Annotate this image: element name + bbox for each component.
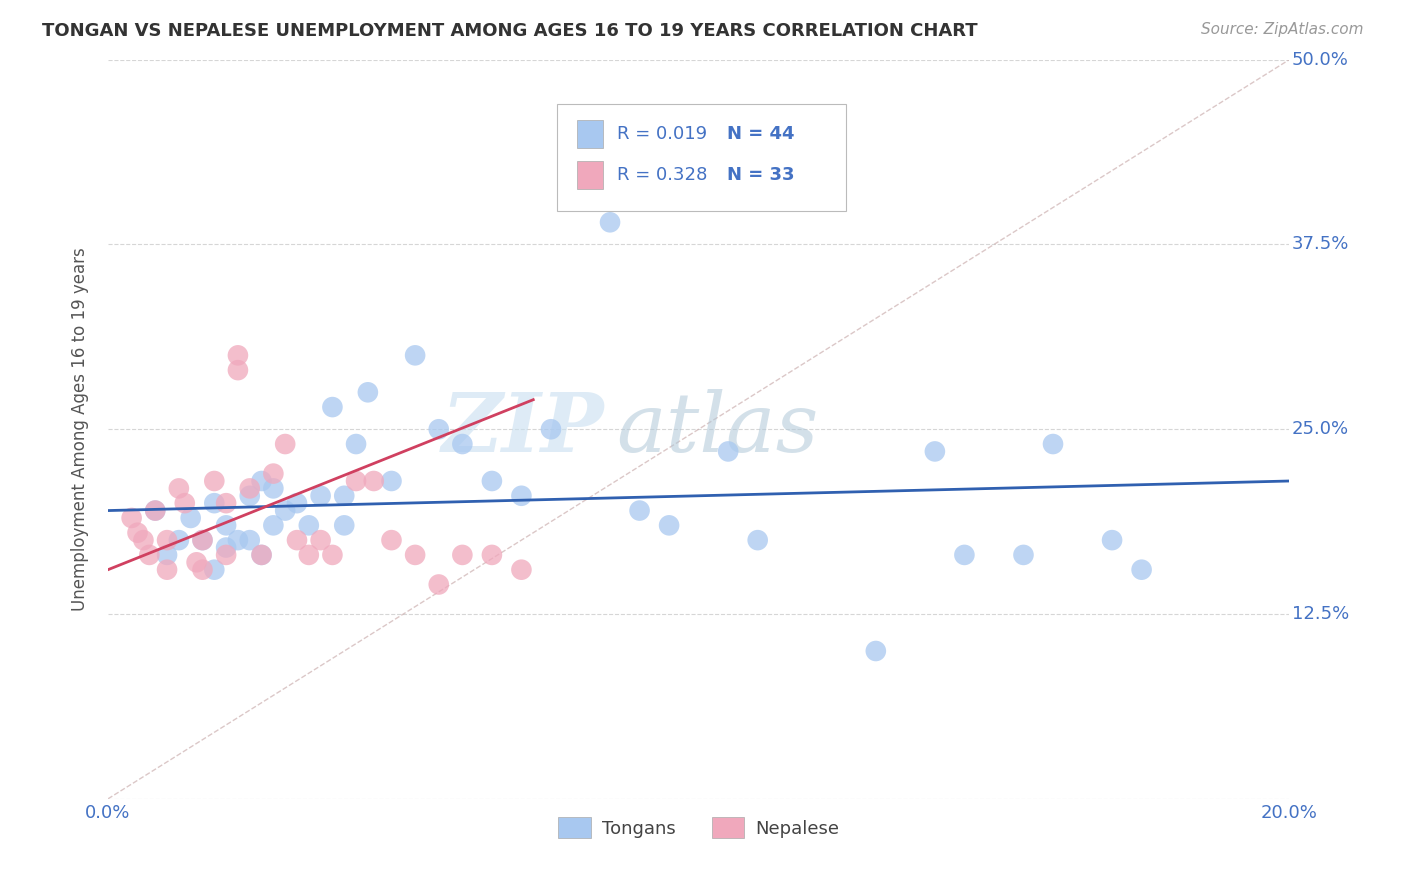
Text: 37.5%: 37.5% <box>1292 235 1348 253</box>
Text: R = 0.328: R = 0.328 <box>617 166 707 184</box>
FancyBboxPatch shape <box>576 120 603 148</box>
Point <box>344 437 367 451</box>
Point <box>132 533 155 548</box>
Point <box>1130 563 1153 577</box>
Point <box>481 548 503 562</box>
Point <box>250 548 273 562</box>
Point <box>202 474 225 488</box>
Point <box>451 437 474 451</box>
Text: ZIP: ZIP <box>441 389 605 469</box>
Point <box>143 503 166 517</box>
Point <box>427 577 450 591</box>
FancyBboxPatch shape <box>576 161 603 189</box>
Point <box>309 533 332 548</box>
Point <box>215 548 238 562</box>
Point <box>599 215 621 229</box>
Point <box>285 496 308 510</box>
Point <box>167 533 190 548</box>
Point <box>658 518 681 533</box>
Point <box>167 482 190 496</box>
Point <box>250 474 273 488</box>
Text: 25.0%: 25.0% <box>1292 420 1348 438</box>
Point <box>156 548 179 562</box>
Point <box>215 496 238 510</box>
Text: 50.0%: 50.0% <box>1292 51 1348 69</box>
Point <box>747 533 769 548</box>
Text: TONGAN VS NEPALESE UNEMPLOYMENT AMONG AGES 16 TO 19 YEARS CORRELATION CHART: TONGAN VS NEPALESE UNEMPLOYMENT AMONG AG… <box>42 22 977 40</box>
Point <box>239 482 262 496</box>
Point <box>202 563 225 577</box>
Point <box>380 474 402 488</box>
Point <box>953 548 976 562</box>
Point <box>427 422 450 436</box>
Point <box>321 548 343 562</box>
Point <box>1101 533 1123 548</box>
Point <box>924 444 946 458</box>
Point <box>180 511 202 525</box>
Point <box>121 511 143 525</box>
Point <box>510 563 533 577</box>
FancyBboxPatch shape <box>557 104 846 211</box>
Point <box>404 548 426 562</box>
Y-axis label: Unemployment Among Ages 16 to 19 years: Unemployment Among Ages 16 to 19 years <box>72 247 89 611</box>
Point <box>717 444 740 458</box>
Point <box>481 474 503 488</box>
Point <box>226 348 249 362</box>
Point <box>250 548 273 562</box>
Point <box>274 503 297 517</box>
Point <box>380 533 402 548</box>
Text: R = 0.019: R = 0.019 <box>617 126 707 144</box>
Point <box>239 489 262 503</box>
Point <box>357 385 380 400</box>
Legend: Tongans, Nepalese: Tongans, Nepalese <box>551 810 846 846</box>
Point <box>191 533 214 548</box>
Point <box>186 555 208 569</box>
Point <box>202 496 225 510</box>
Point <box>321 400 343 414</box>
Point <box>127 525 149 540</box>
Point <box>344 474 367 488</box>
Point <box>143 503 166 517</box>
Point <box>215 518 238 533</box>
Point <box>285 533 308 548</box>
Point <box>404 348 426 362</box>
Point <box>865 644 887 658</box>
Point <box>262 467 284 481</box>
Point <box>239 533 262 548</box>
Point <box>156 563 179 577</box>
Point <box>309 489 332 503</box>
Point <box>262 518 284 533</box>
Point <box>191 533 214 548</box>
Text: N = 33: N = 33 <box>727 166 794 184</box>
Point <box>540 422 562 436</box>
Point <box>333 489 356 503</box>
Point <box>226 363 249 377</box>
Point <box>262 482 284 496</box>
Text: atlas: atlas <box>616 389 818 469</box>
Point <box>333 518 356 533</box>
Point <box>363 474 385 488</box>
Point <box>451 548 474 562</box>
Point <box>138 548 160 562</box>
Point <box>510 489 533 503</box>
Point <box>226 533 249 548</box>
Point <box>191 563 214 577</box>
Point <box>274 437 297 451</box>
Point <box>298 548 321 562</box>
Point <box>298 518 321 533</box>
Point <box>628 503 651 517</box>
Text: 12.5%: 12.5% <box>1292 605 1348 623</box>
Text: Source: ZipAtlas.com: Source: ZipAtlas.com <box>1201 22 1364 37</box>
Point <box>215 541 238 555</box>
Text: N = 44: N = 44 <box>727 126 794 144</box>
Point <box>156 533 179 548</box>
Point <box>1012 548 1035 562</box>
Point <box>173 496 195 510</box>
Point <box>1042 437 1064 451</box>
